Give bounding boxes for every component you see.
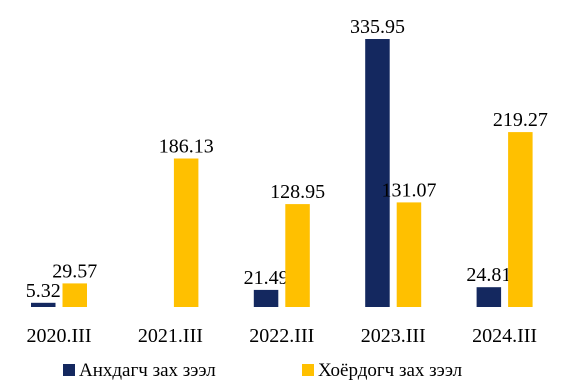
bar-primary-2023.III (365, 39, 390, 307)
bar-secondary-2024.III (508, 132, 532, 307)
legend: Анхдагч зах зээл Хоёрдогч зах зээл (63, 360, 463, 381)
bar-secondary-2023.III (397, 202, 422, 307)
data-label-primary-2024.III: 24.81 (466, 264, 511, 286)
x-tick-label-2022.III: 2022.III (249, 325, 314, 347)
x-tick-label-2024.III: 2024.III (472, 325, 537, 347)
data-label-secondary-2021.III: 186.13 (159, 136, 214, 158)
bar-primary-2022.III (254, 290, 278, 307)
legend-label-primary: Анхдагч зах зээл (79, 360, 216, 381)
data-label-secondary-2022.III: 128.95 (270, 181, 325, 203)
bar-secondary-2020.III (63, 283, 88, 307)
legend-label-secondary: Хоёрдогч зах зээл (318, 360, 463, 381)
data-label-primary-2020.III: 5.32 (26, 280, 61, 302)
bar-primary-2024.III (477, 287, 502, 307)
data-label-secondary-2024.III: 219.27 (493, 109, 548, 131)
data-label-primary-2022.III: 21.49 (244, 267, 289, 289)
data-label-secondary-2020.III: 29.57 (52, 260, 97, 282)
x-tick-label-2023.III: 2023.III (361, 325, 426, 347)
bar-secondary-2021.III (174, 159, 199, 308)
x-tick-label-2021.III: 2021.III (138, 325, 203, 347)
x-axis-ticks: 2020.III 2021.III 2022.III 2023.III 2024.III (27, 325, 538, 347)
data-label-secondary-2023.III: 131.07 (382, 179, 437, 201)
legend-swatch-secondary (302, 364, 314, 376)
legend-swatch-primary (63, 364, 75, 376)
bar-primary-2020.III (31, 303, 56, 307)
x-tick-label-2020.III: 2020.III (27, 325, 92, 347)
data-label-primary-2023.III: 335.95 (350, 16, 405, 38)
bar-secondary-2022.III (285, 204, 310, 307)
